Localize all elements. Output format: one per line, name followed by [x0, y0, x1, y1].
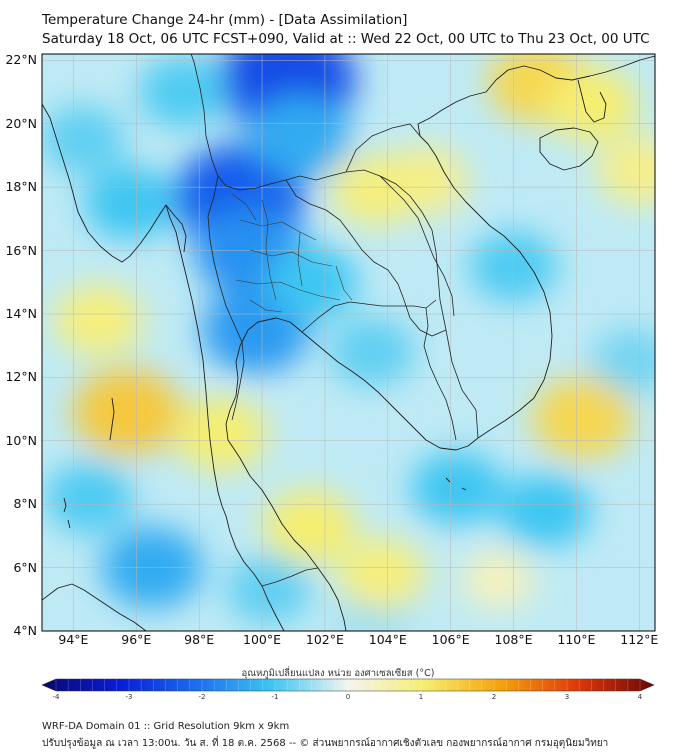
latitude-label: 10°N — [5, 432, 37, 448]
colorbar-tick-label: 1 — [418, 693, 424, 701]
border-north-east — [190, 54, 479, 439]
longitude-label: 100°E — [243, 632, 282, 647]
border-thailand-laos — [285, 179, 447, 337]
coastline-gulf-east — [247, 317, 479, 451]
graticule — [42, 54, 655, 631]
coastline-vietnam — [417, 91, 553, 439]
longitude-label: 110°E — [557, 632, 596, 647]
field-blob — [266, 245, 359, 320]
field-blob — [84, 166, 177, 241]
latitude-label: 6°N — [13, 559, 37, 575]
field-blob — [330, 154, 420, 227]
map-frame — [41, 53, 656, 632]
colorbar-label: อุณหภูมิเปลี่ยนแปลง หน่วย องศาเซลเซียส (… — [241, 668, 435, 679]
longitude-label: 96°E — [121, 632, 152, 647]
latitude-label: 8°N — [13, 496, 37, 512]
longitude-label: 98°E — [184, 632, 215, 647]
latitude-label: 14°N — [5, 305, 37, 321]
title-line-2: Saturday 18 Oct, 06 UTC FCST+090, Valid … — [42, 31, 650, 47]
border-thailand-cambodia — [301, 299, 437, 333]
field-blob — [225, 555, 312, 625]
border-cambodia-vietnam — [423, 307, 457, 441]
coastline-sumatra — [42, 583, 147, 631]
coastline-islands — [445, 477, 467, 491]
latitude-label: 20°N — [5, 115, 37, 131]
longitude-label: 112°E — [620, 632, 659, 647]
coastline-myanmar — [42, 103, 227, 517]
latitude-label: 18°N — [5, 179, 37, 195]
field-blob — [329, 317, 415, 387]
latitude-label: 4°N — [13, 623, 37, 638]
field-blob — [337, 538, 426, 610]
colorbar-tick-label: -1 — [271, 693, 279, 701]
field-blob — [54, 284, 143, 357]
coastline-peninsula-west — [225, 515, 285, 631]
field-blob — [461, 551, 535, 610]
political-borders — [190, 54, 479, 587]
field-blob — [139, 56, 228, 128]
colorbar-tick-label: -2 — [198, 693, 206, 701]
temperature-field — [42, 54, 655, 631]
province-borders — [231, 193, 353, 313]
border-laos-vietnam — [379, 175, 455, 317]
colorbar-tick-label: 3 — [564, 693, 570, 701]
field-blob — [248, 95, 351, 178]
map-plot-area — [42, 54, 655, 631]
border-china-vietnam — [345, 123, 421, 173]
colorbar — [41, 678, 655, 692]
latitude-label: 22°N — [5, 52, 37, 68]
footer-model-info: WRF-DA Domain 01 :: Grid Resolution 9km … — [42, 721, 290, 732]
colorbar-tick-label: -3 — [125, 693, 133, 701]
longitude-label: 108°E — [494, 632, 533, 647]
colorbar-gradient — [41, 678, 655, 692]
field-blob — [175, 397, 268, 472]
longitude-label: 94°E — [58, 632, 89, 647]
field-blob — [42, 105, 126, 174]
field-blob — [546, 67, 639, 142]
title-line-1: Temperature Change 24-hr (mm) - [Data As… — [42, 12, 408, 28]
field-blob — [44, 462, 134, 534]
coastline-hainan — [539, 127, 599, 171]
border-myanmar-thailand — [207, 175, 245, 421]
longitude-label: 104°E — [368, 632, 407, 647]
coastline-gulf-west — [225, 329, 347, 631]
map-title: Temperature Change 24-hr (mm) - [Data As… — [42, 11, 650, 49]
field-blob — [531, 377, 634, 460]
field-blob — [498, 473, 591, 548]
longitude-label: 102°E — [305, 632, 344, 647]
colorbar-tick-label: -4 — [52, 693, 60, 701]
latitude-label: 16°N — [5, 242, 37, 258]
border-thailand-malaysia — [261, 567, 319, 587]
colorbar-tick-label: 0 — [345, 693, 351, 701]
longitude-label: 106°E — [431, 632, 470, 647]
coastline-andaman — [109, 397, 115, 441]
field-blob — [596, 136, 655, 206]
latitude-label: 12°N — [5, 369, 37, 385]
field-blob — [410, 451, 503, 526]
colorbar-ticks — [55, 679, 641, 691]
coastline-south-china — [485, 55, 655, 93]
field-blob — [263, 489, 356, 564]
coastlines-and-borders — [42, 55, 655, 631]
colorbar-tick-label: 2 — [491, 693, 497, 701]
colorbar-tick-label: 4 — [637, 693, 643, 701]
coastline-leizhou — [577, 79, 607, 123]
footer-update-info: ปรับปรุงข้อมูล ณ เวลา 13:00น. วัน ส. ที่… — [42, 738, 609, 749]
coastline-martaban — [165, 204, 187, 253]
field-blob — [72, 368, 181, 456]
coastline-nicobar — [63, 497, 71, 529]
